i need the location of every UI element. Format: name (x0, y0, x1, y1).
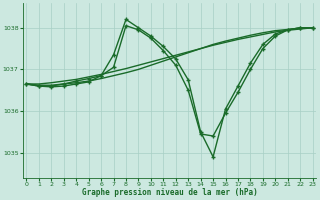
X-axis label: Graphe pression niveau de la mer (hPa): Graphe pression niveau de la mer (hPa) (82, 188, 257, 197)
